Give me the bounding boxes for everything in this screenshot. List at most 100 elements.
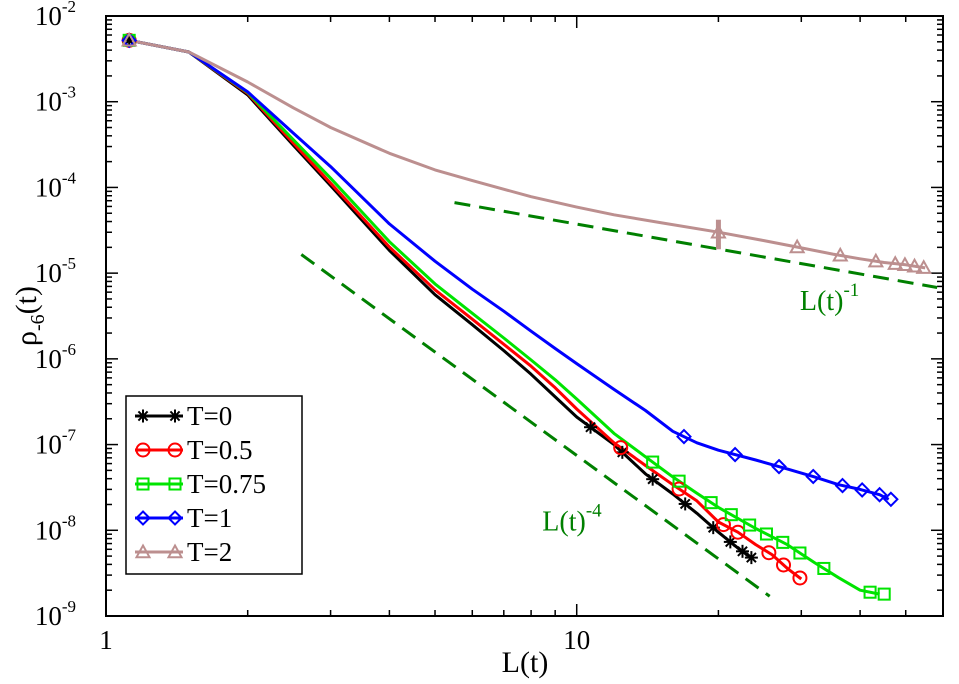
y-tick-base: 10 [35,515,62,545]
legend-label: T=0 [187,401,232,431]
y-tick-label: 10-2 [35,0,76,31]
legend-label: T=0.5 [187,435,252,465]
y-tick-label: 10-5 [35,254,76,288]
marker-circle [613,440,629,456]
series-line [128,38,926,270]
marker-triangle [867,252,885,268]
legend-label: T=0.75 [187,469,266,499]
y-tick-base: 10 [35,1,62,31]
marker-circle [761,545,777,561]
marker-circle [776,557,792,573]
y-tick-base: 10 [35,344,62,374]
series-line [128,38,880,596]
marker-diamond [121,32,138,49]
marker-square [168,477,182,491]
guide-annotation-exponent: -1 [843,280,859,301]
axis-ticks [105,15,944,617]
marker-square [724,508,738,522]
marker-star [646,472,660,486]
marker-star [615,445,629,459]
guide-annotation-exponent: -4 [586,500,602,521]
marker-star-stroke [737,546,748,557]
marker-square [704,496,718,510]
y-tick-exponent: -3 [62,83,76,102]
y-axis-title-suffix: (t) [10,286,43,314]
marker-star-stroke [725,536,736,548]
marker-star [584,420,598,434]
marker-triangle [887,255,904,270]
x-tick-label: 1 [99,625,113,655]
marker-square [793,546,807,560]
marker-diamond [854,482,871,498]
marker-star-stroke [746,552,757,563]
guide-line [300,253,771,598]
x-axis-title: L(t) [502,646,549,679]
y-axis-title-base: ρ [10,331,43,346]
marker-triangle [832,246,849,262]
marker-star [744,551,758,565]
marker-diamond [871,486,888,503]
legend-label: T=2 [187,537,232,567]
marker-star-stroke [169,410,181,422]
y-tick-label: 10-3 [35,83,76,117]
marker-diamond [805,468,822,485]
y-tick-label: 10-9 [35,597,76,631]
marker-triangle [906,257,923,273]
y-tick-base: 10 [35,172,62,202]
y-tick-label: 10-6 [35,340,76,374]
marker-square [136,477,150,491]
series-line [128,38,803,581]
marker-square [863,585,877,599]
guide-annotation-base: L(t) [542,506,586,537]
marker-square [672,474,686,488]
marker-triangle [896,256,914,271]
marker-diamond [727,446,744,463]
guide-annotation: L(t)-4 [542,500,602,537]
marker-diamond [834,477,851,494]
guide-annotation-base: L(t) [800,286,844,317]
marker-square [759,527,773,541]
y-tick-base: 10 [35,430,62,460]
series-line [128,38,753,559]
y-tick-exponent: -6 [62,340,76,359]
marker-circle [671,481,687,497]
marker-square [743,518,757,532]
marker-circle [730,524,746,540]
marker-circle [135,442,151,458]
x-tick-label: 10 [563,625,590,655]
y-tick-base: 10 [35,601,62,631]
marker-star-stroke [137,410,149,422]
marker-diamond [771,458,787,475]
marker-square [817,561,831,575]
marker-square [776,535,790,549]
marker-diamond [676,428,692,445]
marker-triangle [166,543,184,559]
marker-star-stroke [617,447,628,458]
marker-square [877,587,891,601]
marker-triangle [788,238,806,254]
marker-triangle [915,259,932,274]
marker-circle [715,517,731,533]
marker-square [646,455,660,469]
y-axis-title-sub: -6 [27,314,49,331]
guide-annotations: L(t)-4L(t)-1 [542,280,859,537]
y-tick-exponent: -8 [62,511,76,530]
y-tick-label: 10-4 [35,168,77,202]
marker-star [735,544,749,558]
y-tick-exponent: -7 [62,426,77,445]
y-tick-base: 10 [35,87,62,117]
marker-circle [167,442,183,458]
y-tick-exponent: -4 [62,168,77,187]
legend-label: T=1 [187,503,232,533]
y-tick-exponent: -9 [62,597,76,616]
y-tick-label: 10-8 [35,511,76,545]
marker-star [168,409,182,423]
marker-circle [792,570,808,586]
marker-star-stroke [679,498,691,510]
marker-star-stroke [585,421,596,433]
y-tick-exponent: -2 [62,0,76,16]
marker-diamond [882,491,899,508]
y-axis-title: ρ-6(t) [10,286,49,346]
marker-star [136,409,150,423]
